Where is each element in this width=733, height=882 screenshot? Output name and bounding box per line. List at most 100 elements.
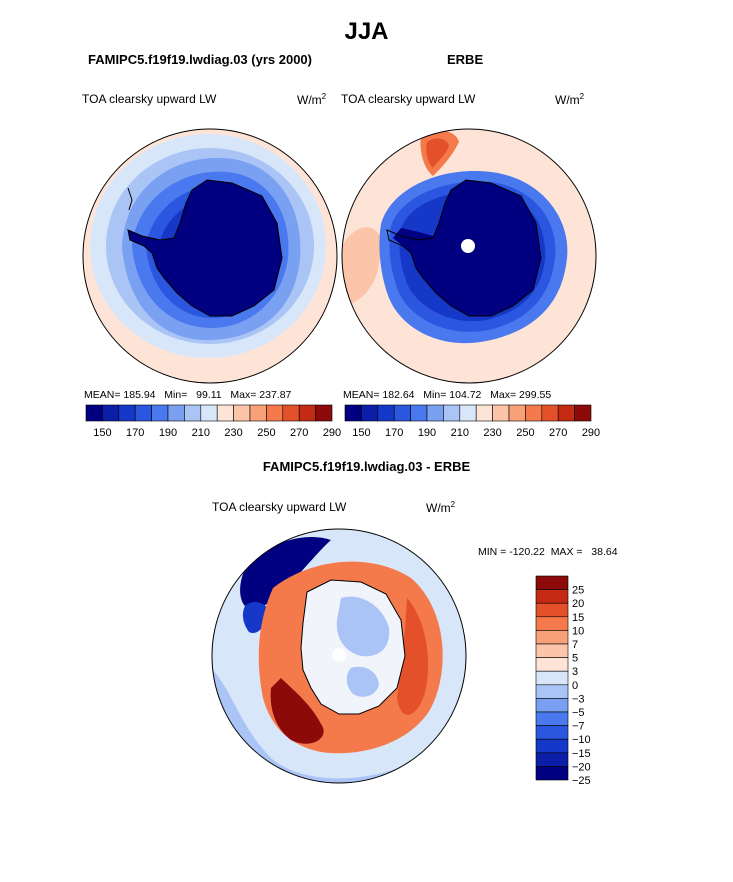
diff-colorbar-swatch [535, 698, 569, 713]
diff-colorbar-swatch [535, 738, 569, 754]
diff-colorbar-tick-label: −10 [572, 734, 591, 746]
obs-colorbar: 150 170 190 210 230 250 270 290 [344, 404, 600, 439]
diff-colorbar-tick-label: −25 [572, 775, 591, 787]
obs-colorbar-swatch [443, 404, 461, 422]
diff-colorbar-tick-label: 25 [572, 585, 584, 597]
model-polar-map [82, 128, 338, 384]
obs-colorbar-swatch [541, 404, 559, 422]
diff-colorbar-tick-label: 10 [572, 625, 584, 637]
obs-colorbar-swatch [475, 404, 493, 422]
model-colorbar-swatch [216, 404, 234, 422]
diff-colorbar-tick-label: 3 [572, 666, 578, 678]
obs-colorbar-tick-label: 150 [352, 427, 370, 439]
model-variable-label: TOA clearsky upward LW [82, 92, 217, 106]
obs-colorbar-swatch [574, 404, 592, 422]
diff-pole-missing-data [332, 648, 346, 662]
obs-field-band-270-north [426, 138, 449, 168]
model-max-value: 237.87 [259, 389, 292, 401]
obs-pole-missing-data [461, 239, 475, 253]
obs-colorbar-swatch [508, 404, 526, 422]
model-colorbar-swatch [85, 404, 103, 422]
model-colorbar: 150 170 190 210 230 250 270 290 [85, 404, 341, 439]
diff-colorbar-tick-label: 20 [572, 598, 584, 610]
obs-colorbar-swatch [459, 404, 477, 422]
diff-units-label: W/m2 [426, 500, 456, 515]
diff-colorbar-tick-label: −3 [572, 693, 585, 705]
model-colorbar-swatch [266, 404, 284, 422]
model-min-value: 99.11 [196, 389, 222, 401]
obs-colorbar-swatch [344, 404, 362, 422]
diff-stats: MIN = -120.22 MAX = 38.64 [478, 546, 618, 558]
diff-colorbar-swatch [535, 711, 569, 726]
model-colorbar-swatch [298, 404, 316, 422]
model-colorbar-swatch [167, 404, 185, 422]
model-antarctica-coastline [127, 179, 283, 317]
diff-colorbar-tick-label: −5 [572, 707, 585, 719]
diff-max-value: 38.64 [591, 546, 618, 558]
model-colorbar-tick-label: 250 [257, 427, 275, 439]
model-colorbar-swatch [200, 404, 218, 422]
diff-colorbar-tick-label: 7 [572, 639, 578, 651]
obs-colorbar-tick-label: 250 [516, 427, 534, 439]
diff-colorbar-swatch [535, 589, 569, 604]
obs-colorbar-tick-label: 230 [483, 427, 501, 439]
diff-colorbar-tick-label: 0 [572, 680, 578, 692]
obs-colorbar-tick-label: 270 [549, 427, 567, 439]
model-colorbar-tick-label: 210 [192, 427, 210, 439]
obs-case-title: ERBE [447, 52, 484, 67]
diff-field-band-neg5-interior [336, 596, 390, 657]
obs-colorbar-swatch [525, 404, 543, 422]
model-stats: MEAN= 185.94 Min= 99.11 Max= 237.87 [84, 389, 292, 401]
model-colorbar-tick-label: 270 [290, 427, 308, 439]
model-field-band-150 [128, 180, 282, 316]
model-colorbar-swatch [315, 404, 333, 422]
model-colorbar-swatch [118, 404, 136, 422]
diff-colorbar-tick-label: −15 [572, 748, 591, 760]
diff-colorbar-swatch [535, 575, 569, 590]
diff-colorbar-swatch [535, 657, 569, 672]
obs-colorbar-tick-label: 170 [385, 427, 403, 439]
diff-colorbar-swatch [535, 684, 569, 699]
obs-colorbar-tick-label: 210 [451, 427, 469, 439]
diff-field-band-neg5-interior-south [346, 666, 379, 697]
model-colorbar-swatch [249, 404, 267, 422]
diff-field-band-25 [270, 678, 324, 744]
obs-variable-label: TOA clearsky upward LW [341, 92, 476, 106]
obs-max-value: 299.55 [519, 389, 552, 401]
obs-colorbar-swatch [492, 404, 510, 422]
model-colorbar-tick-label: 150 [93, 427, 111, 439]
obs-stats: MEAN= 182.64 Min= 104.72 Max= 299.55 [343, 389, 552, 401]
model-colorbar-swatch [134, 404, 152, 422]
diff-polar-map [211, 528, 467, 784]
model-colorbar-swatch [282, 404, 300, 422]
model-colorbar-swatch [233, 404, 251, 422]
model-colorbar-tick-label: 190 [159, 427, 177, 439]
obs-field-band-240-west [342, 227, 381, 308]
diff-colorbar-swatch [535, 766, 569, 781]
model-colorbar-swatch [102, 404, 120, 422]
diff-colorbar-swatch [535, 725, 569, 740]
model-south-america-coastline [127, 187, 133, 211]
obs-colorbar-swatch [557, 404, 575, 422]
diff-map-border [211, 528, 467, 784]
obs-colorbar-swatch [361, 404, 379, 422]
model-units-label: W/m2 [297, 92, 327, 107]
model-case-title: FAMIPC5.f19f19.lwdiag.03 (yrs 2000) [88, 52, 312, 67]
model-colorbar-swatch [184, 404, 202, 422]
diff-colorbar-tick-label: 15 [572, 612, 584, 624]
diff-min-value: -120.22 [509, 546, 545, 558]
diff-colorbar-swatch [535, 630, 569, 645]
model-colorbar-tick-label: 290 [323, 427, 341, 439]
obs-map-border [341, 128, 597, 384]
model-colorbar-tick-label: 170 [126, 427, 144, 439]
diff-field-band-neg25-north [240, 537, 331, 610]
obs-colorbar-swatch [377, 404, 395, 422]
diff-field-band-15-east [397, 598, 429, 715]
model-colorbar-swatch [151, 404, 169, 422]
obs-colorbar-tick-label: 290 [582, 427, 600, 439]
season-title: JJA [344, 18, 389, 45]
obs-colorbar-swatch [393, 404, 411, 422]
diff-colorbar-tick-label: −20 [572, 761, 591, 773]
model-mean-value: 185.94 [123, 389, 156, 401]
obs-colorbar-swatch [426, 404, 444, 422]
